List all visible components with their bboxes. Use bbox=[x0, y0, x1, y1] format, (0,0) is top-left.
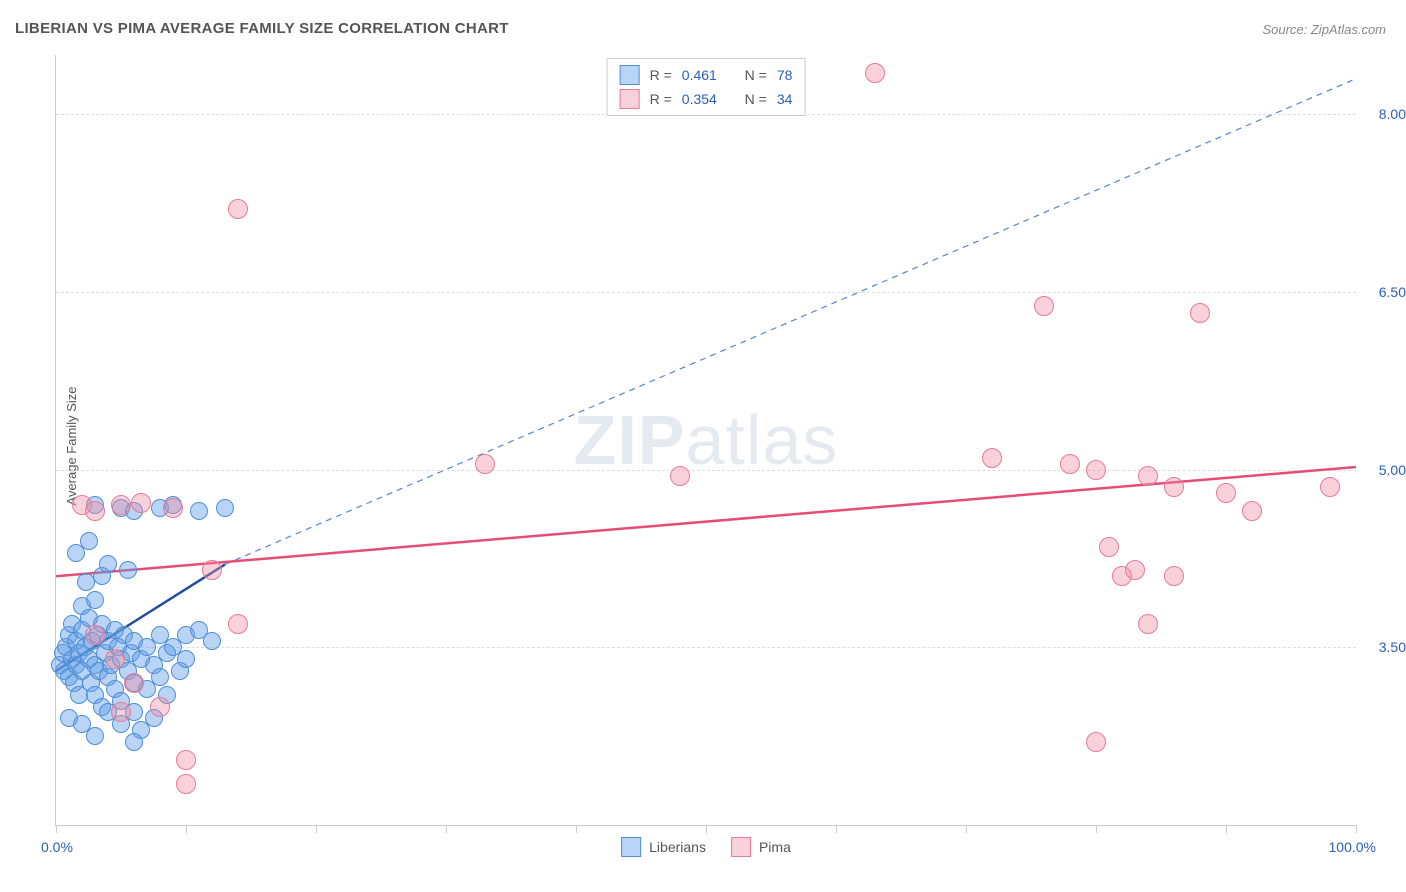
data-point bbox=[1242, 501, 1262, 521]
data-point bbox=[203, 632, 221, 650]
legend-swatch bbox=[621, 837, 641, 857]
x-tick bbox=[1356, 825, 1357, 833]
gridline bbox=[56, 292, 1356, 293]
legend-swatch bbox=[620, 89, 640, 109]
x-tick bbox=[446, 825, 447, 833]
data-point bbox=[125, 733, 143, 751]
data-point bbox=[1034, 296, 1054, 316]
legend-n-value: 34 bbox=[777, 91, 793, 107]
data-point bbox=[1320, 477, 1340, 497]
data-point bbox=[111, 495, 131, 515]
data-point bbox=[85, 501, 105, 521]
trend-lines-layer bbox=[56, 55, 1356, 825]
x-tick bbox=[576, 825, 577, 833]
data-point bbox=[131, 493, 151, 513]
x-tick bbox=[186, 825, 187, 833]
series-name: Pima bbox=[759, 839, 791, 855]
watermark-light: atlas bbox=[686, 401, 839, 479]
data-point bbox=[111, 702, 131, 722]
data-point bbox=[1125, 560, 1145, 580]
data-point bbox=[670, 466, 690, 486]
series-name: Liberians bbox=[649, 839, 706, 855]
x-tick bbox=[706, 825, 707, 833]
data-point bbox=[1060, 454, 1080, 474]
chart-container: LIBERIAN VS PIMA AVERAGE FAMILY SIZE COR… bbox=[0, 0, 1406, 892]
data-point bbox=[1086, 732, 1106, 752]
legend-r-label: R = bbox=[650, 91, 672, 107]
data-point bbox=[982, 448, 1002, 468]
y-tick-label: 5.00 bbox=[1366, 462, 1406, 478]
source-attribution: Source: ZipAtlas.com bbox=[1262, 22, 1386, 37]
data-point bbox=[176, 774, 196, 794]
legend-n-label: N = bbox=[745, 67, 767, 83]
legend-r-value: 0.354 bbox=[682, 91, 717, 107]
correlation-legend: R = 0.461 N = 78R = 0.354 N = 34 bbox=[607, 58, 806, 116]
data-point bbox=[1099, 537, 1119, 557]
watermark-bold: ZIP bbox=[574, 401, 686, 479]
data-point bbox=[80, 532, 98, 550]
x-tick bbox=[836, 825, 837, 833]
legend-n-value: 78 bbox=[777, 67, 793, 83]
legend-swatch bbox=[731, 837, 751, 857]
data-point bbox=[1164, 566, 1184, 586]
y-tick-label: 8.00 bbox=[1366, 106, 1406, 122]
data-point bbox=[86, 591, 104, 609]
data-point bbox=[85, 625, 105, 645]
series-legend: Liberians Pima bbox=[621, 837, 791, 857]
data-point bbox=[1138, 614, 1158, 634]
data-point bbox=[216, 499, 234, 517]
legend-n-label: N = bbox=[745, 91, 767, 107]
data-point bbox=[119, 561, 137, 579]
watermark: ZIPatlas bbox=[574, 400, 839, 480]
gridline bbox=[56, 647, 1356, 648]
data-point bbox=[1164, 477, 1184, 497]
legend-row: R = 0.354 N = 34 bbox=[620, 87, 793, 111]
trend-line bbox=[56, 464, 1356, 577]
data-point bbox=[99, 555, 117, 573]
data-point bbox=[190, 502, 208, 520]
series-legend-item: Liberians bbox=[621, 837, 706, 857]
x-tick bbox=[1226, 825, 1227, 833]
gridline bbox=[56, 470, 1356, 471]
legend-r-value: 0.461 bbox=[682, 67, 717, 83]
data-point bbox=[86, 727, 104, 745]
data-point bbox=[124, 673, 144, 693]
series-legend-item: Pima bbox=[731, 837, 791, 857]
data-point bbox=[202, 560, 222, 580]
data-point bbox=[1138, 466, 1158, 486]
trend-line bbox=[225, 79, 1356, 565]
data-point bbox=[228, 199, 248, 219]
data-point bbox=[177, 650, 195, 668]
data-point bbox=[150, 697, 170, 717]
y-tick-label: 6.50 bbox=[1366, 284, 1406, 300]
data-point bbox=[163, 498, 183, 518]
data-point bbox=[475, 454, 495, 474]
data-point bbox=[105, 649, 125, 669]
data-point bbox=[1216, 483, 1236, 503]
legend-swatch bbox=[620, 65, 640, 85]
data-point bbox=[1190, 303, 1210, 323]
data-point bbox=[176, 750, 196, 770]
x-tick bbox=[316, 825, 317, 833]
x-axis-min-label: 0.0% bbox=[41, 839, 73, 855]
data-point bbox=[1086, 460, 1106, 480]
x-tick bbox=[56, 825, 57, 833]
chart-title: LIBERIAN VS PIMA AVERAGE FAMILY SIZE COR… bbox=[15, 20, 509, 37]
legend-row: R = 0.461 N = 78 bbox=[620, 63, 793, 87]
data-point bbox=[151, 668, 169, 686]
x-tick bbox=[966, 825, 967, 833]
data-point bbox=[228, 614, 248, 634]
y-tick-label: 3.50 bbox=[1366, 639, 1406, 655]
data-point bbox=[865, 63, 885, 83]
plot-area: ZIPatlas R = 0.461 N = 78R = 0.354 N = 3… bbox=[55, 55, 1356, 826]
x-tick bbox=[1096, 825, 1097, 833]
x-axis-max-label: 100.0% bbox=[1329, 839, 1376, 855]
legend-r-label: R = bbox=[650, 67, 672, 83]
